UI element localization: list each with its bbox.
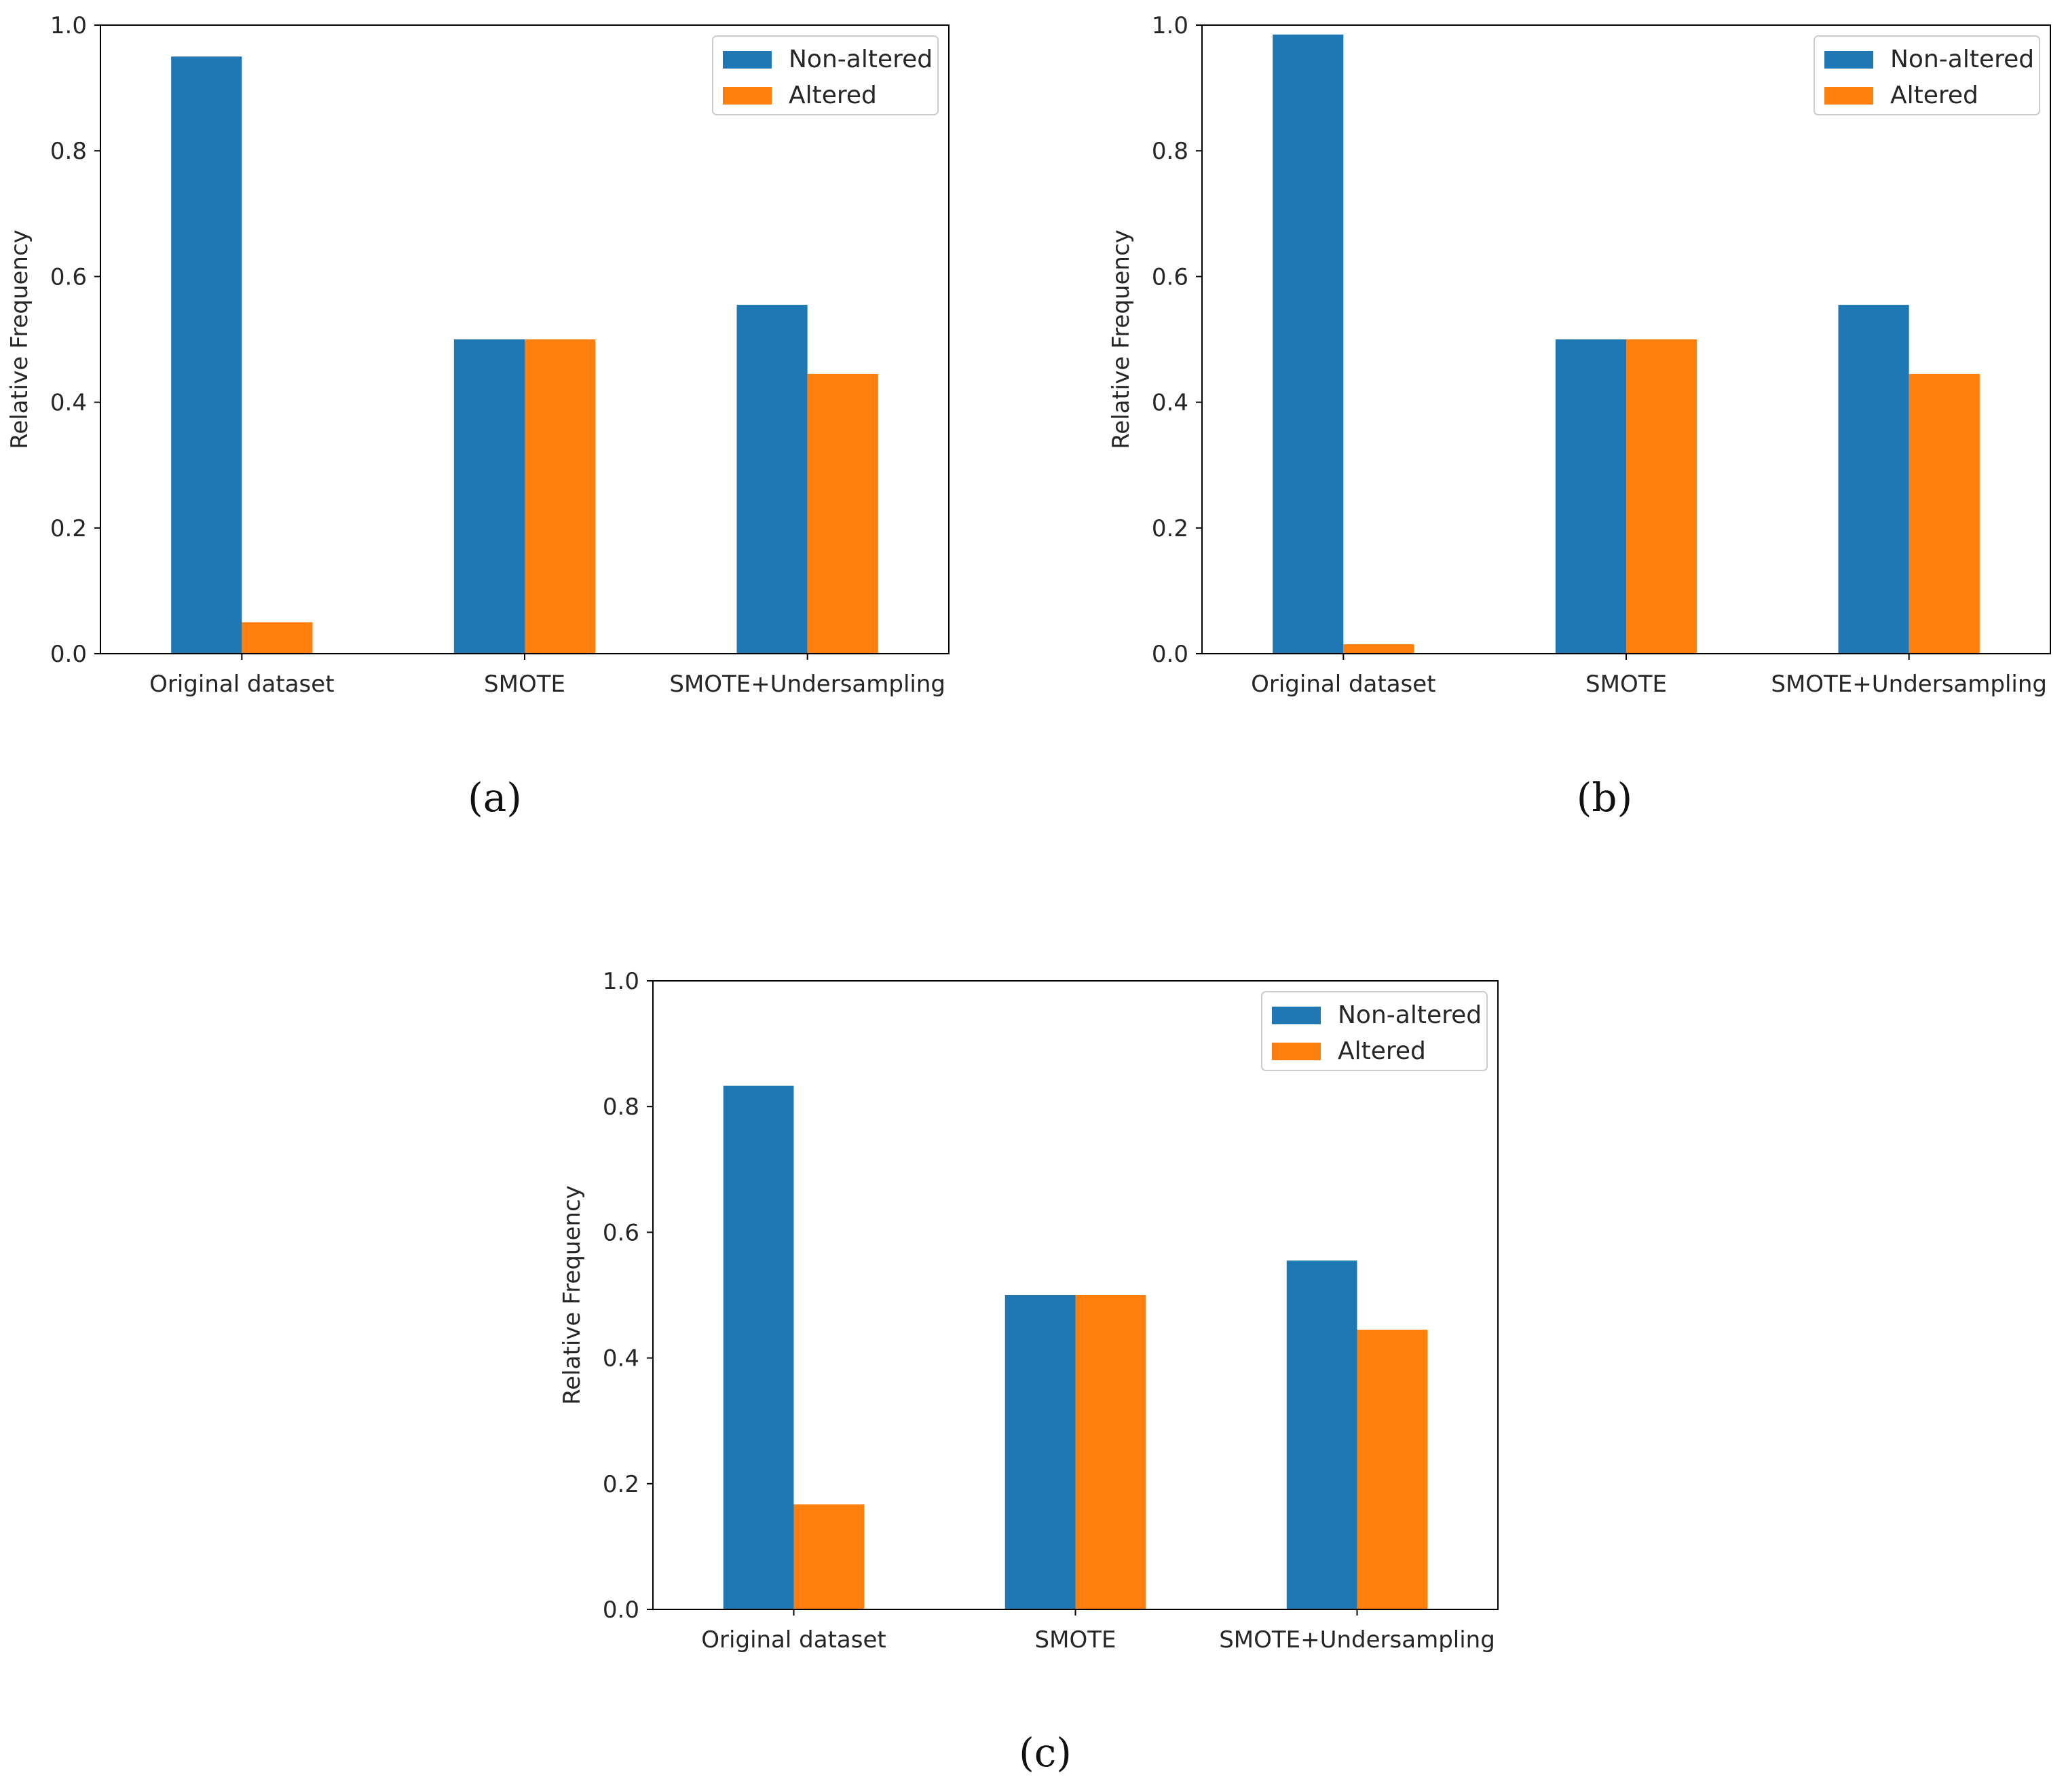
caption-a: (a) (468, 774, 522, 821)
bar-altered-original-dataset (793, 1504, 865, 1609)
legend-swatch-non-altered (1824, 51, 1873, 69)
legend: Non-altered Altered (1814, 35, 2040, 115)
axes-frame (1201, 24, 2051, 654)
chart-panel-a: Original dataset SMOTE SMOTE+Undersampling… (6, 12, 950, 698)
y-axis-label: Relative Frequency (559, 1185, 586, 1405)
bar-non-altered-smote (453, 339, 525, 654)
legend-label-non-altered: Non-altered (789, 45, 933, 73)
legend-swatch-non-altered (723, 51, 772, 69)
x-tick-label: SMOTE (1035, 1626, 1116, 1654)
y-tick-label: 0.6 (50, 263, 87, 291)
chart-panel-c: Original dataset SMOTE SMOTE+Undersampling… (559, 968, 1499, 1654)
caption-b: (b) (1577, 774, 1632, 821)
bar-altered-smote (1626, 339, 1697, 654)
bar-altered-original-dataset (242, 622, 313, 654)
legend: Non-altered Altered (712, 35, 939, 115)
bar-non-altered-smote-undersampling (736, 305, 808, 654)
bar-non-altered-original-dataset (1273, 34, 1344, 654)
bar-altered-original-dataset (1343, 644, 1414, 654)
axes-frame (100, 24, 950, 654)
legend-swatch-altered (1824, 87, 1873, 105)
y-tick-label: 1.0 (50, 12, 87, 39)
x-tick-label: Original dataset (701, 1626, 886, 1654)
y-tick-label: 0.4 (50, 390, 87, 417)
x-tick-label: Original dataset (149, 671, 334, 698)
y-tick-label: 1.0 (603, 968, 639, 995)
y-tick-label: 0.6 (603, 1219, 639, 1246)
legend-swatch-altered (723, 87, 772, 105)
y-axis-label: Relative Frequency (1108, 229, 1135, 449)
bar-non-altered-smote (1004, 1295, 1076, 1609)
legend-label-altered: Altered (1338, 1037, 1426, 1065)
legend-swatch-altered (1272, 1043, 1321, 1060)
y-tick-label: 0.8 (1152, 138, 1188, 165)
x-tick-label: Original dataset (1251, 671, 1435, 698)
x-tick-label: SMOTE (484, 671, 565, 698)
legend-label-non-altered: Non-altered (1890, 45, 2034, 73)
x-tick-label: SMOTE+Undersampling (669, 671, 945, 698)
axes-frame (652, 980, 1499, 1610)
y-axis-label: Relative Frequency (6, 229, 33, 449)
legend-label-altered: Altered (1890, 81, 1978, 109)
bar-non-altered-smote-undersampling (1838, 305, 1909, 654)
y-tick-label: 0.0 (603, 1597, 639, 1624)
y-tick-label: 0.8 (50, 138, 87, 165)
y-tick-label: 0.6 (1152, 263, 1188, 291)
caption-c: (c) (1019, 1730, 1072, 1776)
bar-non-altered-original-dataset (723, 1085, 794, 1609)
y-tick-label: 0.0 (1152, 641, 1188, 668)
chart-panel-b: Original dataset SMOTE SMOTE+Undersampling… (1108, 12, 2051, 698)
bar-altered-smote-undersampling (1357, 1329, 1428, 1609)
x-tick-label: SMOTE+Undersampling (1771, 671, 2047, 698)
x-tick-label: SMOTE+Undersampling (1219, 1626, 1495, 1654)
bar-non-altered-smote (1555, 339, 1626, 654)
legend-label-non-altered: Non-altered (1338, 1001, 1482, 1029)
bar-non-altered-smote-undersampling (1286, 1261, 1357, 1609)
legend: Non-altered Altered (1261, 991, 1488, 1071)
legend-swatch-non-altered (1272, 1007, 1321, 1024)
y-tick-label: 0.0 (50, 641, 87, 668)
x-tick-label: SMOTE (1585, 671, 1667, 698)
bar-non-altered-original-dataset (171, 56, 242, 654)
bar-altered-smote-undersampling (1909, 373, 1980, 654)
bar-altered-smote (1075, 1295, 1146, 1609)
y-tick-label: 0.2 (603, 1471, 639, 1498)
y-tick-label: 0.2 (50, 515, 87, 542)
y-tick-label: 0.8 (603, 1094, 639, 1121)
y-tick-label: 1.0 (1152, 12, 1188, 39)
y-tick-label: 0.4 (1152, 390, 1188, 417)
bar-altered-smote (525, 339, 596, 654)
y-tick-label: 0.2 (1152, 515, 1188, 542)
legend-label-altered: Altered (789, 81, 877, 109)
bar-altered-smote-undersampling (807, 373, 878, 654)
y-tick-label: 0.4 (603, 1345, 639, 1373)
